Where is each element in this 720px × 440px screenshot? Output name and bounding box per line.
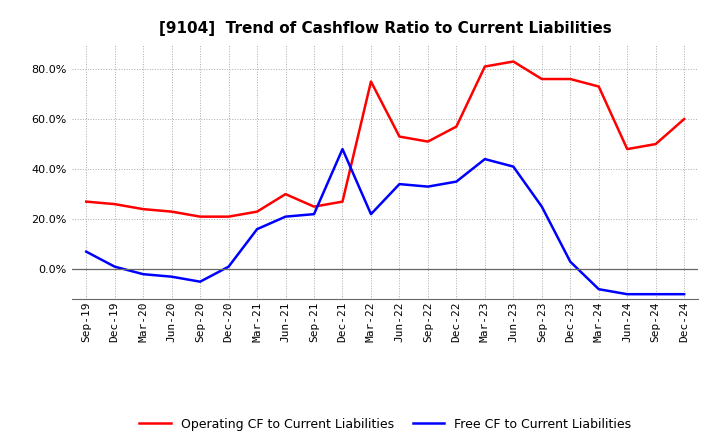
- Operating CF to Current Liabilities: [652, 141, 660, 147]
- Free CF to Current Liabilities: [196, 279, 204, 284]
- Free CF to Current Liabilities: [366, 212, 375, 217]
- Free CF to Current Liabilities: [139, 271, 148, 277]
- Free CF to Current Liabilities: [566, 259, 575, 264]
- Operating CF to Current Liabilities: [509, 59, 518, 64]
- Operating CF to Current Liabilities: [196, 214, 204, 219]
- Free CF to Current Liabilities: [282, 214, 290, 219]
- Free CF to Current Liabilities: [595, 286, 603, 292]
- Free CF to Current Liabilities: [652, 292, 660, 297]
- Operating CF to Current Liabilities: [452, 124, 461, 129]
- Operating CF to Current Liabilities: [225, 214, 233, 219]
- Free CF to Current Liabilities: [253, 227, 261, 232]
- Free CF to Current Liabilities: [423, 184, 432, 189]
- Operating CF to Current Liabilities: [623, 147, 631, 152]
- Legend: Operating CF to Current Liabilities, Free CF to Current Liabilities: Operating CF to Current Liabilities, Fre…: [135, 413, 636, 436]
- Operating CF to Current Liabilities: [537, 77, 546, 82]
- Line: Operating CF to Current Liabilities: Operating CF to Current Liabilities: [86, 62, 684, 216]
- Free CF to Current Liabilities: [82, 249, 91, 254]
- Operating CF to Current Liabilities: [167, 209, 176, 214]
- Free CF to Current Liabilities: [680, 292, 688, 297]
- Operating CF to Current Liabilities: [282, 191, 290, 197]
- Free CF to Current Liabilities: [480, 157, 489, 162]
- Free CF to Current Liabilities: [509, 164, 518, 169]
- Operating CF to Current Liabilities: [338, 199, 347, 204]
- Operating CF to Current Liabilities: [680, 117, 688, 122]
- Free CF to Current Liabilities: [167, 274, 176, 279]
- Operating CF to Current Liabilities: [253, 209, 261, 214]
- Operating CF to Current Liabilities: [310, 204, 318, 209]
- Operating CF to Current Liabilities: [139, 206, 148, 212]
- Line: Free CF to Current Liabilities: Free CF to Current Liabilities: [86, 149, 684, 294]
- Operating CF to Current Liabilities: [110, 202, 119, 207]
- Free CF to Current Liabilities: [395, 181, 404, 187]
- Free CF to Current Liabilities: [310, 212, 318, 217]
- Free CF to Current Liabilities: [338, 147, 347, 152]
- Free CF to Current Liabilities: [537, 204, 546, 209]
- Operating CF to Current Liabilities: [366, 79, 375, 84]
- Operating CF to Current Liabilities: [423, 139, 432, 144]
- Free CF to Current Liabilities: [110, 264, 119, 269]
- Title: [9104]  Trend of Cashflow Ratio to Current Liabilities: [9104] Trend of Cashflow Ratio to Curren…: [159, 21, 611, 36]
- Free CF to Current Liabilities: [452, 179, 461, 184]
- Operating CF to Current Liabilities: [566, 77, 575, 82]
- Free CF to Current Liabilities: [623, 292, 631, 297]
- Operating CF to Current Liabilities: [82, 199, 91, 204]
- Operating CF to Current Liabilities: [395, 134, 404, 139]
- Operating CF to Current Liabilities: [480, 64, 489, 69]
- Free CF to Current Liabilities: [225, 264, 233, 269]
- Operating CF to Current Liabilities: [595, 84, 603, 89]
